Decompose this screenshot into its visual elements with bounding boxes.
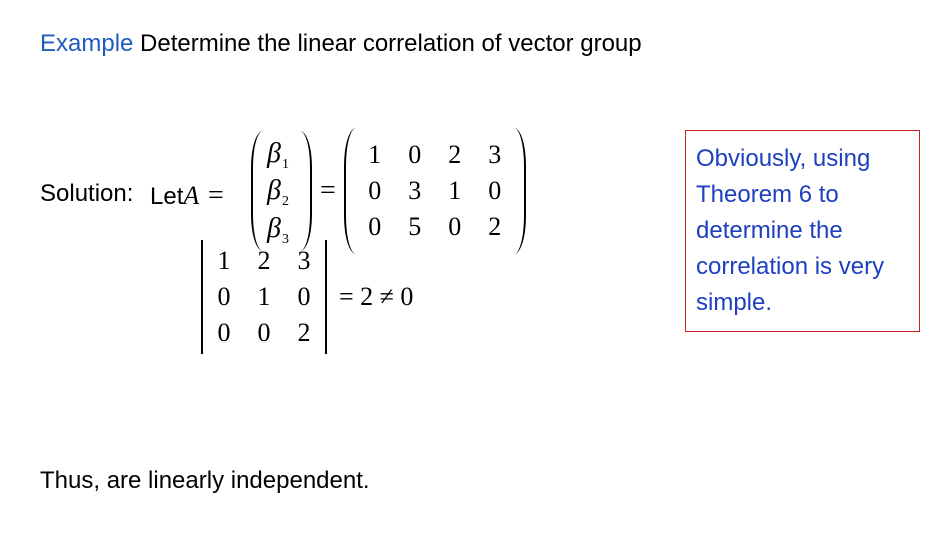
d: 0 xyxy=(215,282,233,312)
m: 0 xyxy=(406,140,424,170)
m: 0 xyxy=(366,212,384,242)
beta-symbol: β xyxy=(267,138,281,169)
matrix-row: β1 β2 β3 = 1 0 2 3 xyxy=(185,128,526,254)
matrix-body: 1 0 2 3 0 3 1 0 0 5 0 2 xyxy=(356,128,514,254)
determinant-expr: 1 2 3 0 1 0 0 0 2 = 2 ≠ 0 xyxy=(195,240,413,354)
d: 0 xyxy=(215,318,233,348)
d: 1 xyxy=(255,282,273,312)
d: 0 xyxy=(295,282,313,312)
solution-block: Solution: LetA = β1 β2 β3 = xyxy=(40,128,910,388)
m: 1 xyxy=(366,140,384,170)
m: 5 xyxy=(406,212,424,242)
m: 3 xyxy=(486,140,504,170)
beta-sub: 1 xyxy=(282,157,289,172)
beta-symbol: β xyxy=(267,175,281,206)
paren-right-icon xyxy=(514,128,526,254)
m: 0 xyxy=(486,176,504,206)
beta-sub: 2 xyxy=(282,194,289,209)
paren-right-icon xyxy=(300,131,312,252)
matrix-equation: β1 β2 β3 = 1 0 2 3 xyxy=(185,128,526,254)
m: 1 xyxy=(446,176,464,206)
equals-2: = xyxy=(318,175,338,207)
let-text: Let xyxy=(150,183,183,210)
main-matrix: 1 0 2 3 0 3 1 0 0 5 0 2 xyxy=(344,128,526,254)
det-result: = 2 ≠ 0 xyxy=(339,282,413,312)
beta-1: β1 xyxy=(267,137,296,171)
conclusion-line: Thus, are linearly independent. xyxy=(40,467,370,495)
m: 3 xyxy=(406,176,424,206)
title-text: Determine the linear correlation of vect… xyxy=(133,30,641,57)
d: 1 xyxy=(215,246,233,276)
conclusion-text: Thus, are linearly independent. xyxy=(40,467,370,494)
title-line: Example Determine the linear correlation… xyxy=(40,30,910,58)
d: 2 xyxy=(295,318,313,348)
beta-column: β1 β2 β3 xyxy=(263,131,300,252)
m: 0 xyxy=(366,176,384,206)
matrix-grid: 1 0 2 3 0 3 1 0 0 5 0 2 xyxy=(360,134,510,248)
slide-page: Example Determine the linear correlation… xyxy=(0,0,950,535)
example-label: Example xyxy=(40,30,133,57)
determinant-matrix: 1 2 3 0 1 0 0 0 2 xyxy=(195,240,333,354)
d: 0 xyxy=(255,318,273,348)
m: 0 xyxy=(446,212,464,242)
vbar-left-icon xyxy=(201,240,203,354)
solution-label: Solution: xyxy=(40,180,133,208)
d: 2 xyxy=(255,246,273,276)
paren-left-icon xyxy=(251,131,263,252)
beta-vector: β1 β2 β3 xyxy=(251,131,312,252)
d: 3 xyxy=(295,246,313,276)
m: 2 xyxy=(446,140,464,170)
paren-left-icon xyxy=(344,128,356,254)
beta-2: β2 xyxy=(267,174,296,208)
det-grid: 1 2 3 0 1 0 0 0 2 xyxy=(209,240,319,354)
m: 2 xyxy=(486,212,504,242)
vbar-right-icon xyxy=(325,240,327,354)
